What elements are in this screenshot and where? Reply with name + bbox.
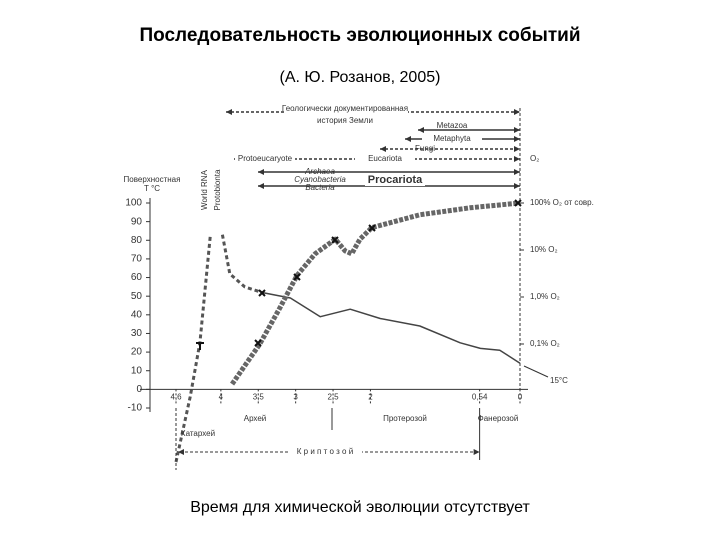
x-tick-label: 0,54 (472, 392, 488, 401)
annotation: Геологически документированная (282, 104, 408, 113)
label-box (365, 174, 425, 186)
annotation: Archaea (304, 167, 335, 176)
y-axis-label: Т °С (144, 184, 160, 193)
label-box (284, 104, 408, 128)
x-tick-label: 3 (293, 392, 298, 401)
x-tick-label: 2 (368, 392, 373, 401)
chart-title: Последовательность эволюционных событий (139, 25, 580, 46)
label-box (422, 133, 482, 145)
arrow (473, 449, 480, 455)
annotation: история Земли (317, 116, 373, 125)
arrow (405, 136, 411, 142)
event-marker (254, 339, 262, 347)
annotation: Metaphyta (433, 134, 471, 143)
y-tick-label: 70 (131, 254, 143, 265)
series-line (230, 200, 521, 386)
annotation: Fungi (415, 144, 435, 153)
label-box (288, 446, 362, 458)
arrow (380, 146, 386, 152)
era-label: Фанерозой (478, 414, 519, 423)
y2-tick-label: 0,1% O₂ (530, 339, 560, 348)
y-tick-label: 100 (125, 198, 142, 209)
era-label: Архей (244, 414, 267, 423)
era-label: К р и п т о з о й (297, 447, 353, 456)
arrow (178, 449, 184, 455)
arrow (514, 146, 520, 152)
arrow (514, 109, 520, 115)
era-label: Катархей (181, 429, 215, 438)
x-tick-label: 0 (518, 392, 523, 401)
y-tick-label: 50 (131, 291, 143, 302)
y2-tick-label: 100% O₂ от совр. (530, 198, 594, 207)
annotation: World RNA (200, 169, 209, 210)
y-tick-label: 0 (136, 384, 142, 395)
label-box (355, 153, 415, 165)
x-tick-label: 4,6 (170, 392, 182, 401)
event-marker (331, 236, 339, 244)
annotation: Protoeucaryote (238, 154, 293, 163)
caption: Время для химической эволюции отсутствуе… (190, 499, 530, 516)
arrow (418, 127, 424, 133)
y-tick-label: -10 (128, 403, 143, 414)
event-marker (258, 289, 266, 297)
annotation: Eucariota (368, 154, 402, 163)
y-axis-label: Поверхностная (124, 175, 181, 184)
annotation: Procariota (368, 174, 423, 186)
series-line (261, 291, 521, 364)
y-tick-label: 90 (131, 216, 143, 227)
y-tick-label: 80 (131, 235, 143, 246)
y-tick-label: 30 (131, 328, 143, 339)
note-arrow (523, 365, 549, 378)
event-marker (293, 273, 301, 281)
event-marker (196, 342, 204, 350)
annotation: Metazoa (437, 121, 468, 130)
arrow (514, 127, 520, 133)
right-note: 15°C (550, 376, 568, 385)
arrow (514, 183, 520, 189)
series-line (174, 234, 212, 463)
arrow (514, 169, 520, 175)
x-tick-label: 4 (219, 392, 224, 401)
annotation: Protobionta (213, 169, 222, 210)
annotation: Cyanobacteria (294, 175, 346, 184)
chart-subtitle: (А. Ю. Розанов, 2005) (280, 69, 441, 86)
series-line (220, 234, 263, 294)
label-box (235, 153, 295, 165)
arrow (258, 169, 264, 175)
annotation: Bacteria (305, 183, 335, 192)
arrow (258, 183, 264, 189)
event-marker (368, 224, 376, 232)
x-tick-label: 3,5 (253, 392, 265, 401)
y2-tick-label: 1,0% O₂ (530, 292, 560, 301)
x-tick-label: 2,5 (327, 392, 339, 401)
y-tick-label: 10 (131, 365, 143, 376)
annotation: O₂ (530, 154, 539, 163)
arrow (514, 156, 520, 162)
arrow (514, 136, 520, 142)
event-marker (514, 199, 522, 207)
y-tick-label: 60 (131, 272, 143, 283)
arrow (226, 109, 232, 115)
y-tick-label: 40 (131, 309, 143, 320)
era-label: Протерозой (383, 414, 427, 423)
y2-tick-label: 10% O₂ (530, 245, 558, 254)
y-tick-label: 20 (131, 347, 143, 358)
